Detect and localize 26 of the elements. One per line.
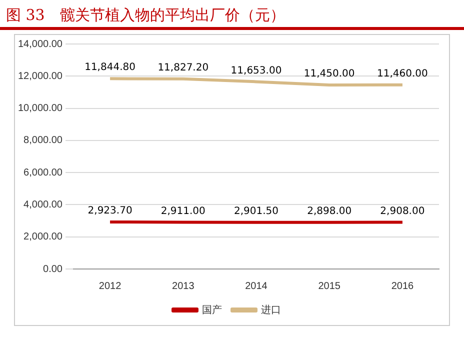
y-tick-label: 10,000.00: [18, 103, 63, 114]
data-label: 2,923.70: [88, 206, 132, 217]
chart-title: 图 33 髋关节植入物的平均出厂价（元）: [0, 0, 464, 30]
legend-label: 国产: [202, 304, 222, 316]
x-tick-label: 2012: [98, 280, 122, 292]
y-tick-label: 8,000.00: [24, 135, 63, 146]
data-label: 2,908.00: [380, 206, 425, 217]
data-label: 11,827.20: [158, 62, 209, 74]
data-label: 2,911.00: [160, 206, 206, 217]
y-tick-label: 2,000.00: [24, 232, 63, 243]
data-label: 11,460.00: [376, 68, 428, 80]
x-tick-label: 2015: [318, 280, 341, 292]
y-tick-label: 14,000.00: [18, 38, 63, 50]
legend-label: 进口: [261, 304, 281, 316]
data-label: 2,901.50: [234, 206, 279, 217]
data-label: 2,898.00: [307, 206, 352, 218]
y-tick-label: 12,000.00: [18, 70, 63, 82]
data-label: 11,450.00: [304, 68, 355, 80]
y-tick-label: 6,000.00: [24, 167, 63, 178]
x-tick-label: 2014: [245, 280, 268, 292]
data-label: 11,844.80: [84, 62, 136, 74]
y-tick-label: 0.00: [43, 264, 63, 275]
data-label: 11,653.00: [230, 65, 282, 76]
x-tick-label: 2013: [172, 280, 195, 292]
x-tick-label: 2016: [391, 280, 414, 292]
y-tick-label: 4,000.00: [24, 199, 63, 210]
